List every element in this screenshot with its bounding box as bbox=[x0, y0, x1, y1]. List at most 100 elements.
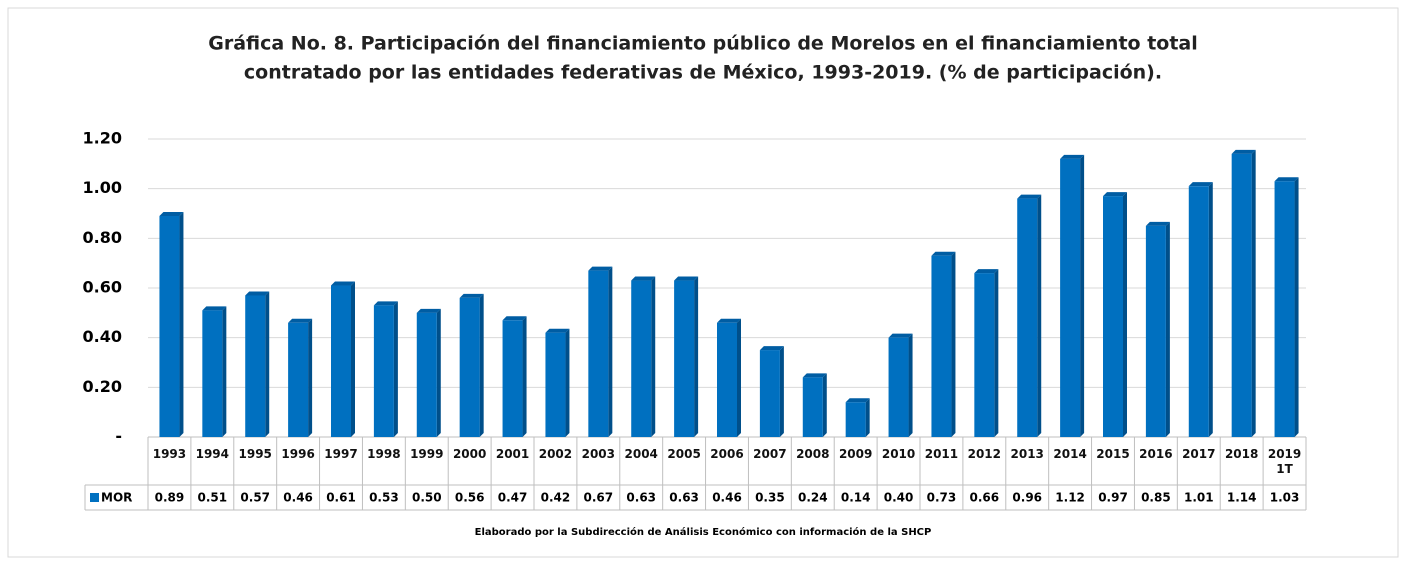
bar-side bbox=[737, 318, 741, 437]
bar-top bbox=[545, 328, 570, 333]
bar bbox=[931, 255, 952, 437]
y-tick-label: 1.00 bbox=[83, 178, 122, 197]
bar-top bbox=[331, 281, 355, 286]
x-tick-label: 2018 bbox=[1224, 447, 1259, 461]
bar-top bbox=[1188, 182, 1213, 187]
bar bbox=[373, 305, 394, 437]
data-label: 0.66 bbox=[970, 491, 1000, 505]
bar-top bbox=[674, 276, 699, 281]
bar bbox=[888, 337, 909, 437]
data-label: 0.42 bbox=[541, 491, 571, 505]
bar bbox=[1017, 198, 1038, 437]
x-tick-label: 2009 bbox=[838, 447, 873, 461]
x-tick-label: 1994 bbox=[195, 447, 230, 461]
bar-top bbox=[416, 308, 441, 313]
bar-top bbox=[1145, 221, 1170, 226]
bar-top bbox=[931, 251, 956, 256]
y-tick-label: - bbox=[115, 427, 122, 446]
bar-side bbox=[994, 269, 999, 437]
x-tick-label: 2015 bbox=[1096, 447, 1130, 461]
y-tick-label: 0.60 bbox=[83, 278, 122, 297]
x-tick-label: 2011 bbox=[924, 447, 959, 461]
bar-top bbox=[845, 398, 870, 403]
x-tick-label: 2014 bbox=[1053, 447, 1087, 461]
bar bbox=[1188, 186, 1209, 437]
y-tick-label: 0.40 bbox=[83, 327, 122, 346]
bar-top bbox=[288, 318, 313, 323]
bar bbox=[588, 270, 609, 437]
x-tick-label: 2010 bbox=[881, 447, 916, 461]
bar-side bbox=[222, 306, 227, 437]
bar-top bbox=[588, 266, 613, 271]
bar-top bbox=[502, 316, 527, 321]
bar bbox=[416, 312, 437, 437]
bar-side bbox=[436, 308, 441, 437]
x-tick-label: 2003 bbox=[581, 447, 616, 461]
bar-side bbox=[308, 318, 313, 437]
bar-top bbox=[802, 373, 827, 378]
data-label: 0.46 bbox=[712, 491, 742, 505]
x-tick-label: 1996 bbox=[281, 447, 315, 461]
bar bbox=[159, 215, 180, 437]
bar-side bbox=[1123, 192, 1127, 437]
chart-title: contratado por las entidades federativas… bbox=[244, 62, 1162, 84]
bar-side bbox=[908, 333, 913, 437]
bar-side bbox=[1251, 149, 1256, 437]
data-label: 1.12 bbox=[1055, 491, 1085, 505]
bar bbox=[502, 320, 523, 437]
data-label: 0.57 bbox=[240, 491, 270, 505]
bar-top bbox=[759, 346, 784, 351]
bar bbox=[1145, 225, 1166, 437]
bar-side bbox=[179, 211, 184, 437]
data-label: 0.61 bbox=[326, 491, 356, 505]
data-label: 0.96 bbox=[1012, 491, 1042, 505]
bar bbox=[759, 350, 780, 437]
bar bbox=[802, 377, 823, 437]
bar-side bbox=[822, 373, 827, 437]
data-label: 0.47 bbox=[498, 491, 528, 505]
data-label: 0.14 bbox=[841, 491, 871, 505]
bar-side bbox=[779, 346, 784, 437]
legend-swatch bbox=[90, 493, 99, 502]
bar bbox=[245, 295, 266, 437]
bar bbox=[545, 332, 566, 437]
data-label: 0.56 bbox=[455, 491, 485, 505]
bar-side bbox=[565, 328, 570, 437]
bar-side bbox=[479, 293, 484, 437]
data-label: 0.89 bbox=[155, 491, 185, 505]
bar-side bbox=[651, 276, 656, 437]
x-tick-label: 1999 bbox=[410, 447, 444, 461]
bar-side bbox=[694, 276, 699, 437]
x-tick-label: 2013 bbox=[1010, 447, 1044, 461]
x-tick-label: 2002 bbox=[538, 447, 573, 461]
bar bbox=[631, 280, 652, 437]
x-tick-label: 1995 bbox=[238, 447, 272, 461]
chart-title: Gráfica No. 8. Participación del financi… bbox=[208, 33, 1198, 55]
x-tick-label: 2007 bbox=[753, 447, 787, 461]
data-label: 0.46 bbox=[283, 491, 313, 505]
x-tick-label: 2001 bbox=[495, 447, 530, 461]
x-tick-label: 2012 bbox=[967, 447, 1002, 461]
bar-top bbox=[1274, 177, 1299, 182]
bar bbox=[717, 322, 737, 437]
bar-side bbox=[1208, 182, 1213, 437]
bar-side bbox=[393, 301, 398, 437]
data-label: 0.63 bbox=[626, 491, 656, 505]
y-tick-label: 0.80 bbox=[83, 228, 122, 247]
x-tick-label: 2019 1T bbox=[1267, 447, 1302, 476]
data-label: 0.35 bbox=[755, 491, 785, 505]
bar-top bbox=[974, 269, 999, 274]
bar bbox=[845, 402, 866, 437]
source-note: Elaborado por la Subdirección de Análisi… bbox=[475, 526, 932, 538]
bar-top bbox=[1060, 154, 1085, 159]
bar-top bbox=[459, 293, 484, 298]
x-tick-label: 2006 bbox=[710, 447, 744, 461]
data-label: 0.50 bbox=[412, 491, 442, 505]
bar-side bbox=[1165, 221, 1170, 437]
bar bbox=[1060, 158, 1081, 437]
data-label: 0.73 bbox=[927, 491, 957, 505]
bar-side bbox=[1037, 194, 1042, 437]
x-tick-label: 1997 bbox=[324, 447, 358, 461]
data-label: 1.03 bbox=[1270, 491, 1300, 505]
